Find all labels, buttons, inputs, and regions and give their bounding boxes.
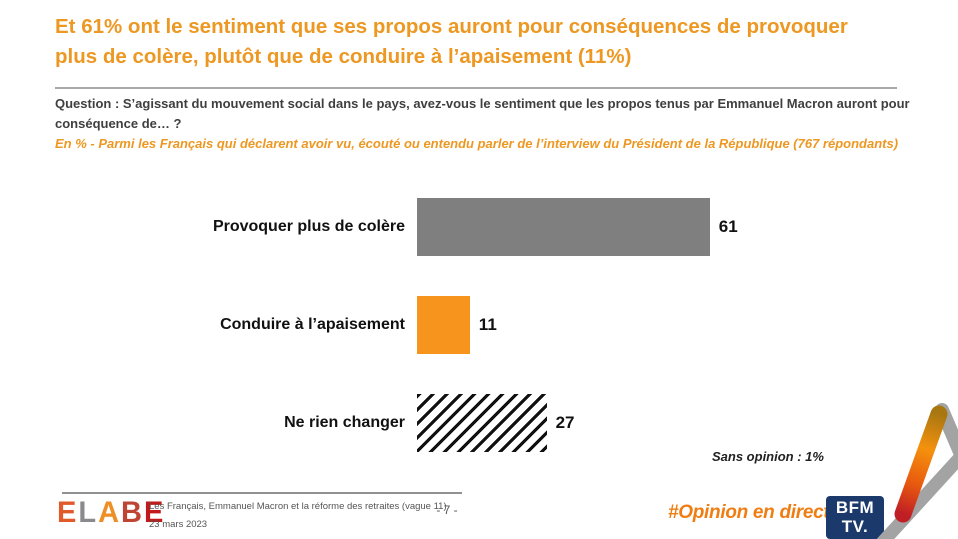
elabe-a-mark-icon <box>876 403 958 539</box>
bar-hatch <box>417 394 547 452</box>
category-label: Ne rien changer <box>284 414 405 431</box>
title-line1: Et 61% ont le sentiment que ses propos a… <box>55 15 848 38</box>
elabe-letter: L <box>78 496 99 530</box>
footer-separator <box>62 492 462 494</box>
value-label: 27 <box>555 413 575 432</box>
source-line1: Les Français, Emmanuel Macron et la réfo… <box>149 501 447 512</box>
elabe-logo: ELABE <box>57 497 165 530</box>
value-label: 11 <box>478 315 497 334</box>
elabe-letter: E <box>143 496 166 530</box>
source-text: Les Français, Emmanuel Macron et la réfo… <box>149 500 447 531</box>
elabe-letter: A <box>98 496 122 530</box>
bfmtv-line2: TV. <box>841 517 869 536</box>
hashtag-opinion-en-direct: #Opinion en direct <box>668 502 830 523</box>
title-separator <box>55 87 897 89</box>
chart-row: Conduire à l’apaisement 11 <box>55 296 815 354</box>
source-date: 23 mars 2023 <box>149 519 208 530</box>
chart-row: Ne rien changer 27 <box>55 394 815 452</box>
page-title: Et 61% ont le sentiment que ses propos a… <box>55 12 925 72</box>
category-label: Conduire à l’apaisement <box>220 316 405 333</box>
chart-row: Provoquer plus de colère 61 <box>55 198 815 256</box>
elabe-letter: B <box>121 496 144 530</box>
no-opinion-note: Sans opinion : 1% <box>712 449 824 464</box>
value-label: 61 <box>718 217 738 236</box>
subtitle-text: En % - Parmi les Français qui déclarent … <box>55 136 899 151</box>
question-text: Question : S’agissant du mouvement socia… <box>55 96 910 131</box>
page-number: - 7 - <box>436 503 458 517</box>
elabe-letter: E <box>57 496 79 530</box>
bar-orange <box>417 296 470 354</box>
bar-chart: Provoquer plus de colère 61 Conduire à l’a… <box>55 198 815 492</box>
category-label: Provoquer plus de colère <box>212 218 405 235</box>
title-line2: plus de colère, plutôt que de conduire à… <box>55 45 632 68</box>
bar-gray <box>417 198 710 256</box>
bfmtv-logo: BFM TV. <box>826 496 884 539</box>
bfmtv-line1: BFM <box>835 498 875 517</box>
